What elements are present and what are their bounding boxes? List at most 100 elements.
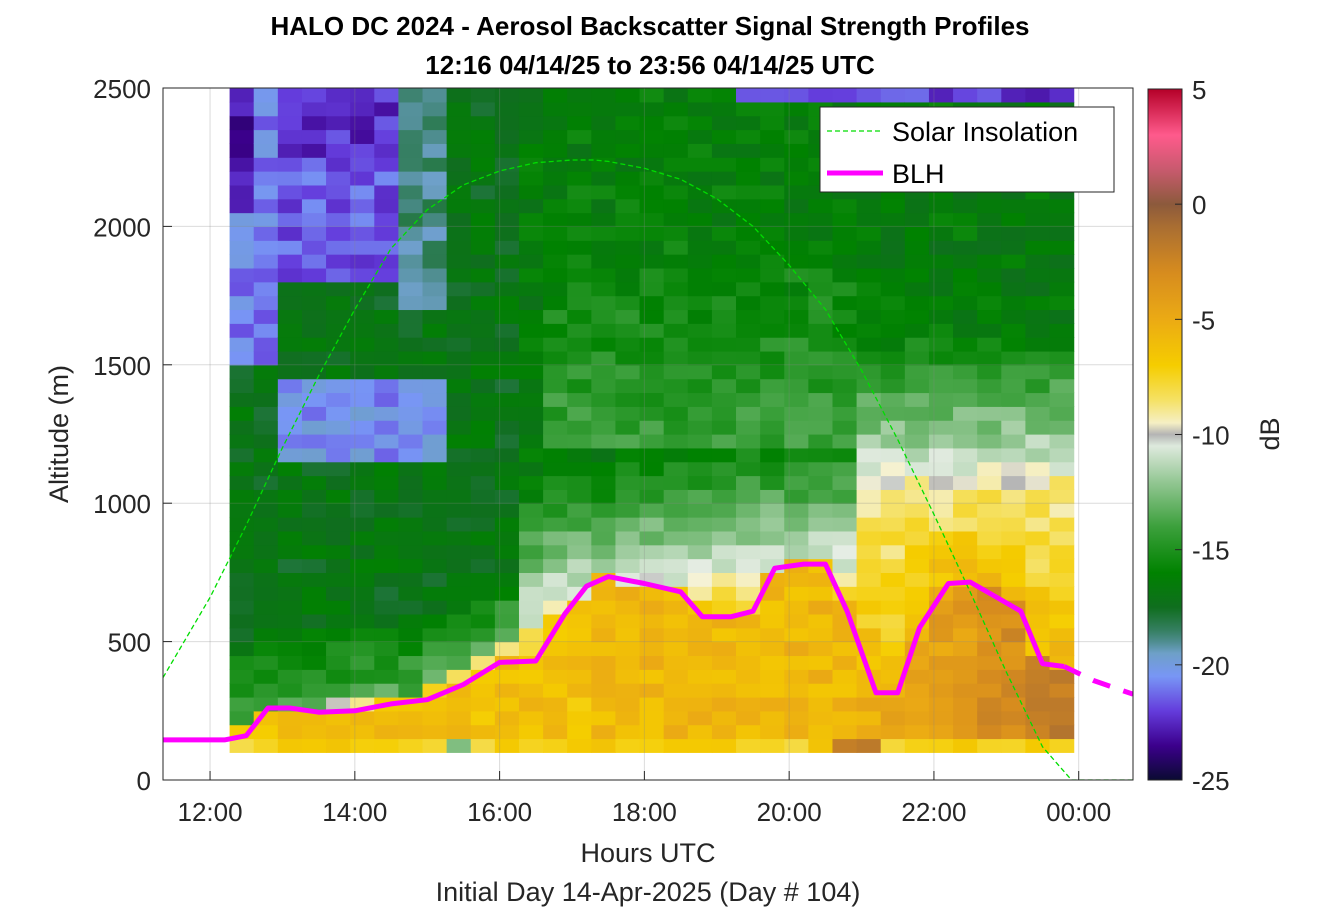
heatmap-cell	[229, 683, 255, 698]
heatmap-cell	[1049, 710, 1075, 726]
heatmap-cell	[760, 143, 785, 158]
heatmap-cell	[663, 129, 689, 144]
heatmap-cell	[711, 378, 737, 394]
heatmap-cell	[928, 641, 954, 657]
heatmap-cell	[350, 600, 375, 615]
heatmap-cell	[398, 503, 424, 518]
heatmap-cell	[277, 267, 303, 283]
heatmap-cell	[470, 392, 496, 407]
heatmap-cell	[711, 696, 737, 712]
heatmap-cell	[253, 738, 279, 753]
heatmap-cell	[350, 738, 375, 753]
heatmap-cell	[663, 337, 689, 352]
heatmap-cell	[736, 738, 761, 753]
heatmap-cell	[253, 600, 279, 615]
heatmap-cell	[301, 129, 327, 144]
y-tick-label: 2500	[93, 74, 151, 104]
heatmap-cell	[760, 613, 785, 629]
heatmap-cell	[953, 669, 978, 684]
heatmap-cell	[1049, 364, 1075, 380]
heatmap-cell	[977, 350, 1002, 366]
y-tick-label: 500	[108, 628, 151, 658]
heatmap-cell	[832, 696, 858, 712]
heatmap-cell	[687, 475, 713, 490]
heatmap-cell	[1025, 558, 1051, 573]
heatmap-cell	[326, 184, 351, 200]
heatmap-cell	[567, 392, 592, 407]
heatmap-cell	[398, 295, 424, 311]
heatmap-cell	[904, 503, 930, 518]
heatmap-cell	[277, 115, 303, 131]
heatmap-cell	[494, 447, 520, 463]
heatmap-cell	[567, 641, 592, 657]
heatmap-cell	[615, 613, 641, 629]
heatmap-cell	[1025, 683, 1051, 698]
heatmap-cell	[639, 503, 665, 518]
heatmap-cell	[470, 503, 496, 518]
y-tick-label: 2000	[93, 212, 151, 242]
heatmap-cell	[736, 350, 761, 366]
heatmap-cell	[350, 461, 375, 477]
heatmap-cell	[470, 295, 496, 311]
heatmap-cell	[350, 240, 375, 255]
heatmap-cell	[229, 517, 255, 532]
heatmap-cell	[760, 267, 785, 283]
heatmap-cell	[326, 129, 351, 144]
heatmap-cell	[543, 295, 568, 311]
heatmap-cell	[470, 641, 496, 657]
heatmap-cell	[808, 655, 834, 670]
heatmap-cell	[977, 378, 1002, 394]
heatmap-cell	[326, 88, 351, 103]
heatmap-cell	[711, 420, 737, 435]
heatmap-cell	[398, 115, 424, 131]
heatmap-cell	[808, 738, 834, 753]
y-tick-label: 0	[137, 766, 151, 796]
heatmap-cell	[591, 503, 617, 518]
heatmap-cell	[832, 447, 858, 463]
heatmap-cell	[736, 115, 761, 131]
heatmap-cell	[301, 226, 327, 241]
heatmap-cell	[1049, 600, 1075, 615]
heatmap-cell	[398, 198, 424, 214]
heatmap-cell	[711, 738, 737, 753]
heatmap-cell	[591, 323, 617, 338]
heatmap-cell	[398, 475, 424, 490]
heatmap-cell	[374, 517, 400, 532]
solar-insolation-line	[163, 159, 1133, 780]
heatmap-cell	[977, 88, 1002, 103]
heatmap-cell	[229, 696, 255, 712]
heatmap-cell	[880, 655, 906, 670]
heatmap-cell	[928, 558, 954, 573]
heatmap-cell	[301, 475, 327, 490]
heatmap-cell	[567, 669, 592, 684]
heatmap-cell	[543, 558, 568, 573]
heatmap-cell	[808, 613, 834, 629]
heatmap-cell	[639, 738, 665, 753]
heatmap-cell	[880, 475, 906, 490]
heatmap-cell	[326, 558, 351, 573]
heatmap-cell	[711, 461, 737, 477]
heatmap-cell	[422, 157, 448, 172]
heatmap-cell	[350, 572, 375, 587]
heatmap-cell	[856, 254, 882, 269]
heatmap-cell	[1001, 724, 1027, 740]
heatmap-cell	[615, 101, 641, 117]
heatmap-cell	[711, 88, 737, 103]
heatmap-cell	[470, 696, 496, 712]
heatmap-cell	[1001, 475, 1027, 490]
heatmap-cell	[832, 655, 858, 670]
heatmap-cell	[663, 461, 689, 477]
heatmap-cell	[687, 88, 713, 103]
heatmap-cell	[326, 295, 351, 311]
heatmap-cell	[422, 88, 448, 103]
heatmap-cell	[711, 254, 737, 269]
heatmap-cell	[350, 489, 375, 504]
heatmap-cell	[904, 295, 930, 311]
heatmap-cell	[808, 364, 834, 380]
heatmap-cell	[687, 530, 713, 546]
heatmap-cell	[1025, 613, 1051, 629]
heatmap-cell	[928, 88, 954, 103]
heatmap-cell	[567, 572, 592, 587]
heatmap-cell	[494, 517, 520, 532]
heatmap-cell	[639, 641, 665, 657]
